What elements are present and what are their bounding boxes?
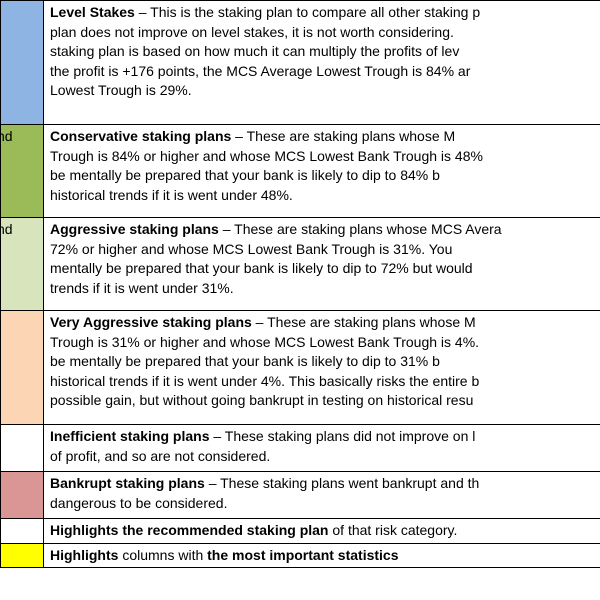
legend-row-bankrupt: Bankrupt staking plans – These staking p… <box>0 471 600 519</box>
line-text: possible gain, but without going bankrup… <box>50 392 474 408</box>
legend-description: Level Stakes – This is the staking plan … <box>43 0 600 125</box>
line-text: of that risk category. <box>328 522 458 538</box>
legend-description: Highlights the recommended staking plan … <box>43 518 600 544</box>
line-text: historical trends if it is went under 4%… <box>50 372 480 389</box>
legend-title: Highlights <box>50 546 119 563</box>
swatch-blue <box>0 0 44 125</box>
swatch-yellow <box>0 542 44 568</box>
legend-row-aggressive: nd Aggressive staking plans – These are … <box>0 217 600 311</box>
legend-title: Aggressive staking plans <box>50 221 219 237</box>
legend-title: Bankrupt staking plans <box>50 475 205 491</box>
line-text: Trough is 31% or higher and whose MCS Lo… <box>50 333 480 350</box>
legend-title: Highlights the recommended staking plan <box>50 522 329 538</box>
swatch-label: nd <box>0 128 13 144</box>
legend-row-very-aggressive: Very Aggressive staking plans – These ar… <box>0 310 600 425</box>
swatch-white <box>0 424 44 472</box>
line-text: Lowest Trough is 29%. <box>50 82 192 98</box>
legend-row-level-stakes: Level Stakes – This is the staking plan … <box>0 0 600 125</box>
line-text: historical trends if it is went under 48… <box>50 186 293 203</box>
line-text: – These staking plans did not improve on… <box>209 428 476 444</box>
legend-description: Bankrupt staking plans – These staking p… <box>43 471 600 519</box>
legend-title: Conservative staking plans <box>50 128 232 144</box>
legend-title: Inefficient staking plans <box>50 428 210 444</box>
line-text: be mentally be prepared that your bank i… <box>50 167 440 183</box>
legend-description: Inefficient staking plans – These stakin… <box>43 424 600 472</box>
legend-title-emphasis: the most important statistics <box>207 546 399 563</box>
legend-title: Level Stakes <box>50 4 135 20</box>
swatch-red <box>0 471 44 519</box>
line-text: – These staking plans went bankrupt and … <box>204 475 480 491</box>
line-text: Trough is 84% or higher and whose MCS Lo… <box>50 147 483 164</box>
line-text: 72% or higher and whose MCS Lowest Bank … <box>50 240 453 257</box>
swatch-label: nd <box>0 221 13 237</box>
line-text: – This is the staking plan to compare al… <box>134 4 481 20</box>
line-text: plan does not improve on level stakes, i… <box>50 23 454 40</box>
line-text: – These are staking plans whose M <box>251 314 476 330</box>
line-text: the profit is +176 points, the MCS Avera… <box>50 62 471 79</box>
line-text: – These are staking plans whose MCS Aver… <box>218 221 502 237</box>
line-text: of profit, and so are not considered. <box>50 447 271 464</box>
legend-row-recommended: Highlights the recommended staking plan … <box>0 518 600 544</box>
line-text: staking plan is based on how much it can… <box>50 43 460 59</box>
line-text: – These are staking plans whose M <box>231 128 456 144</box>
swatch-light-green: nd <box>0 217 44 311</box>
legend-description: Highlights columns with the most importa… <box>43 542 600 568</box>
line-text: columns with <box>118 546 208 563</box>
line-text: trends if it is went under 31%. <box>50 279 234 296</box>
legend-row-conservative: nd Conservative staking plans – These ar… <box>0 124 600 218</box>
line-text: be mentally be prepared that your bank i… <box>50 353 440 369</box>
legend-row-important-stats: Highlights columns with the most importa… <box>0 542 600 568</box>
line-text: mentally be prepared that your bank is l… <box>50 260 473 276</box>
legend-description: Conservative staking plans – These are s… <box>43 124 600 218</box>
swatch-border-only <box>0 518 44 544</box>
legend-row-inefficient: Inefficient staking plans – These stakin… <box>0 424 600 472</box>
line-text: dangerous to be considered. <box>50 494 228 511</box>
legend-description: Aggressive staking plans – These are sta… <box>43 217 600 311</box>
legend-title: Very Aggressive staking plans <box>50 314 252 330</box>
swatch-peach <box>0 310 44 425</box>
staking-legend-table: Level Stakes – This is the staking plan … <box>0 0 600 568</box>
legend-description: Very Aggressive staking plans – These ar… <box>43 310 600 425</box>
swatch-green: nd <box>0 124 44 218</box>
